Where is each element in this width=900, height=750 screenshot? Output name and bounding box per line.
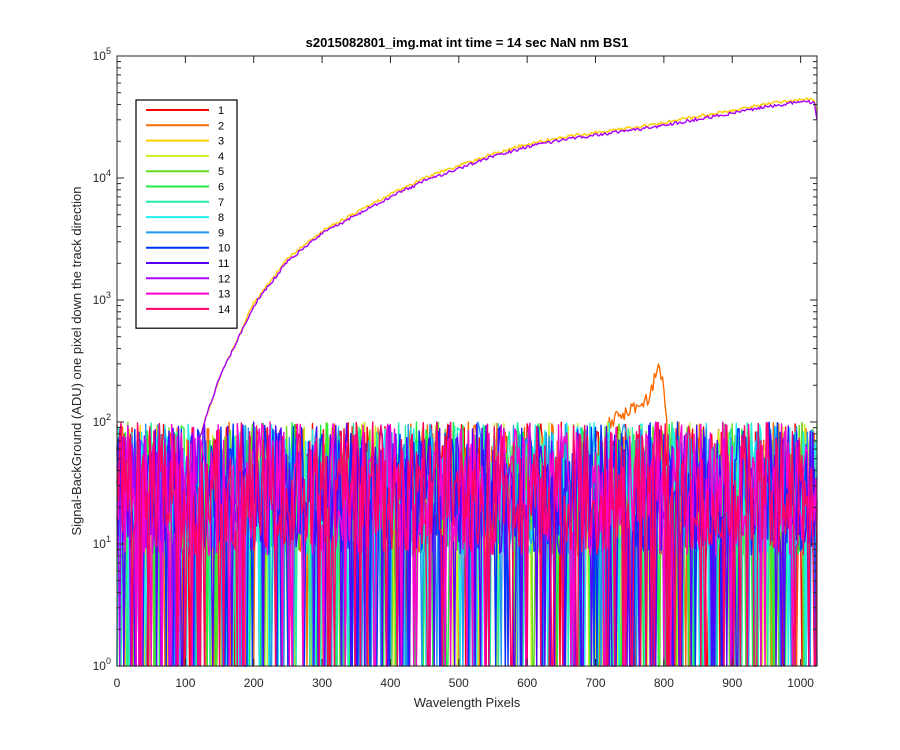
- y-tick-label: 101: [93, 534, 111, 551]
- legend-label-4: 4: [218, 151, 224, 163]
- x-axis-label: Wavelength Pixels: [414, 695, 521, 710]
- x-tick-label: 800: [654, 676, 674, 690]
- legend-label-10: 10: [218, 243, 230, 255]
- x-tick-label: 700: [586, 676, 606, 690]
- y-axis-label: Signal-BackGround (ADU) one pixel down t…: [69, 186, 84, 535]
- x-tick-label: 0: [114, 676, 121, 690]
- y-tick-label: 104: [93, 168, 111, 185]
- x-tick-label: 200: [244, 676, 264, 690]
- x-tick-label: 600: [517, 676, 537, 690]
- chart-title: s2015082801_img.mat int time = 14 sec Na…: [306, 35, 629, 50]
- legend-label-7: 7: [218, 197, 224, 209]
- legend-label-12: 12: [218, 273, 230, 285]
- legend-box: [135, 99, 238, 329]
- series-layer: [116, 97, 818, 667]
- legend-label-8: 8: [218, 212, 224, 224]
- x-tick-label: 900: [722, 676, 742, 690]
- x-tick-label: 500: [449, 676, 469, 690]
- legend-label-9: 9: [218, 227, 224, 239]
- x-tick-label: 300: [312, 676, 332, 690]
- y-tick-label: 105: [93, 46, 111, 63]
- series-line-12: [116, 99, 818, 667]
- legend-label-3: 3: [218, 136, 224, 148]
- legend-label-6: 6: [218, 182, 224, 194]
- legend-label-11: 11: [218, 258, 229, 270]
- y-tick-label: 103: [93, 290, 111, 307]
- plot-frame: [116, 55, 818, 667]
- legend-label-13: 13: [218, 289, 230, 301]
- x-tick-label: 100: [175, 676, 195, 690]
- axes-layer: 0 100 200 300 400 500 600 700 800 900 100010010110…: [93, 46, 818, 690]
- y-tick-label: 100: [93, 656, 111, 673]
- legend-label-2: 2: [218, 120, 224, 132]
- legend-label-5: 5: [218, 166, 224, 178]
- legend-label-14: 14: [218, 304, 230, 316]
- legend-label-1: 1: [218, 105, 224, 117]
- y-tick-label: 102: [93, 412, 111, 429]
- x-tick-label: 1000: [787, 676, 814, 690]
- series-line-3: [116, 97, 818, 667]
- series-line-14: [116, 421, 818, 667]
- x-tick-label: 400: [380, 676, 400, 690]
